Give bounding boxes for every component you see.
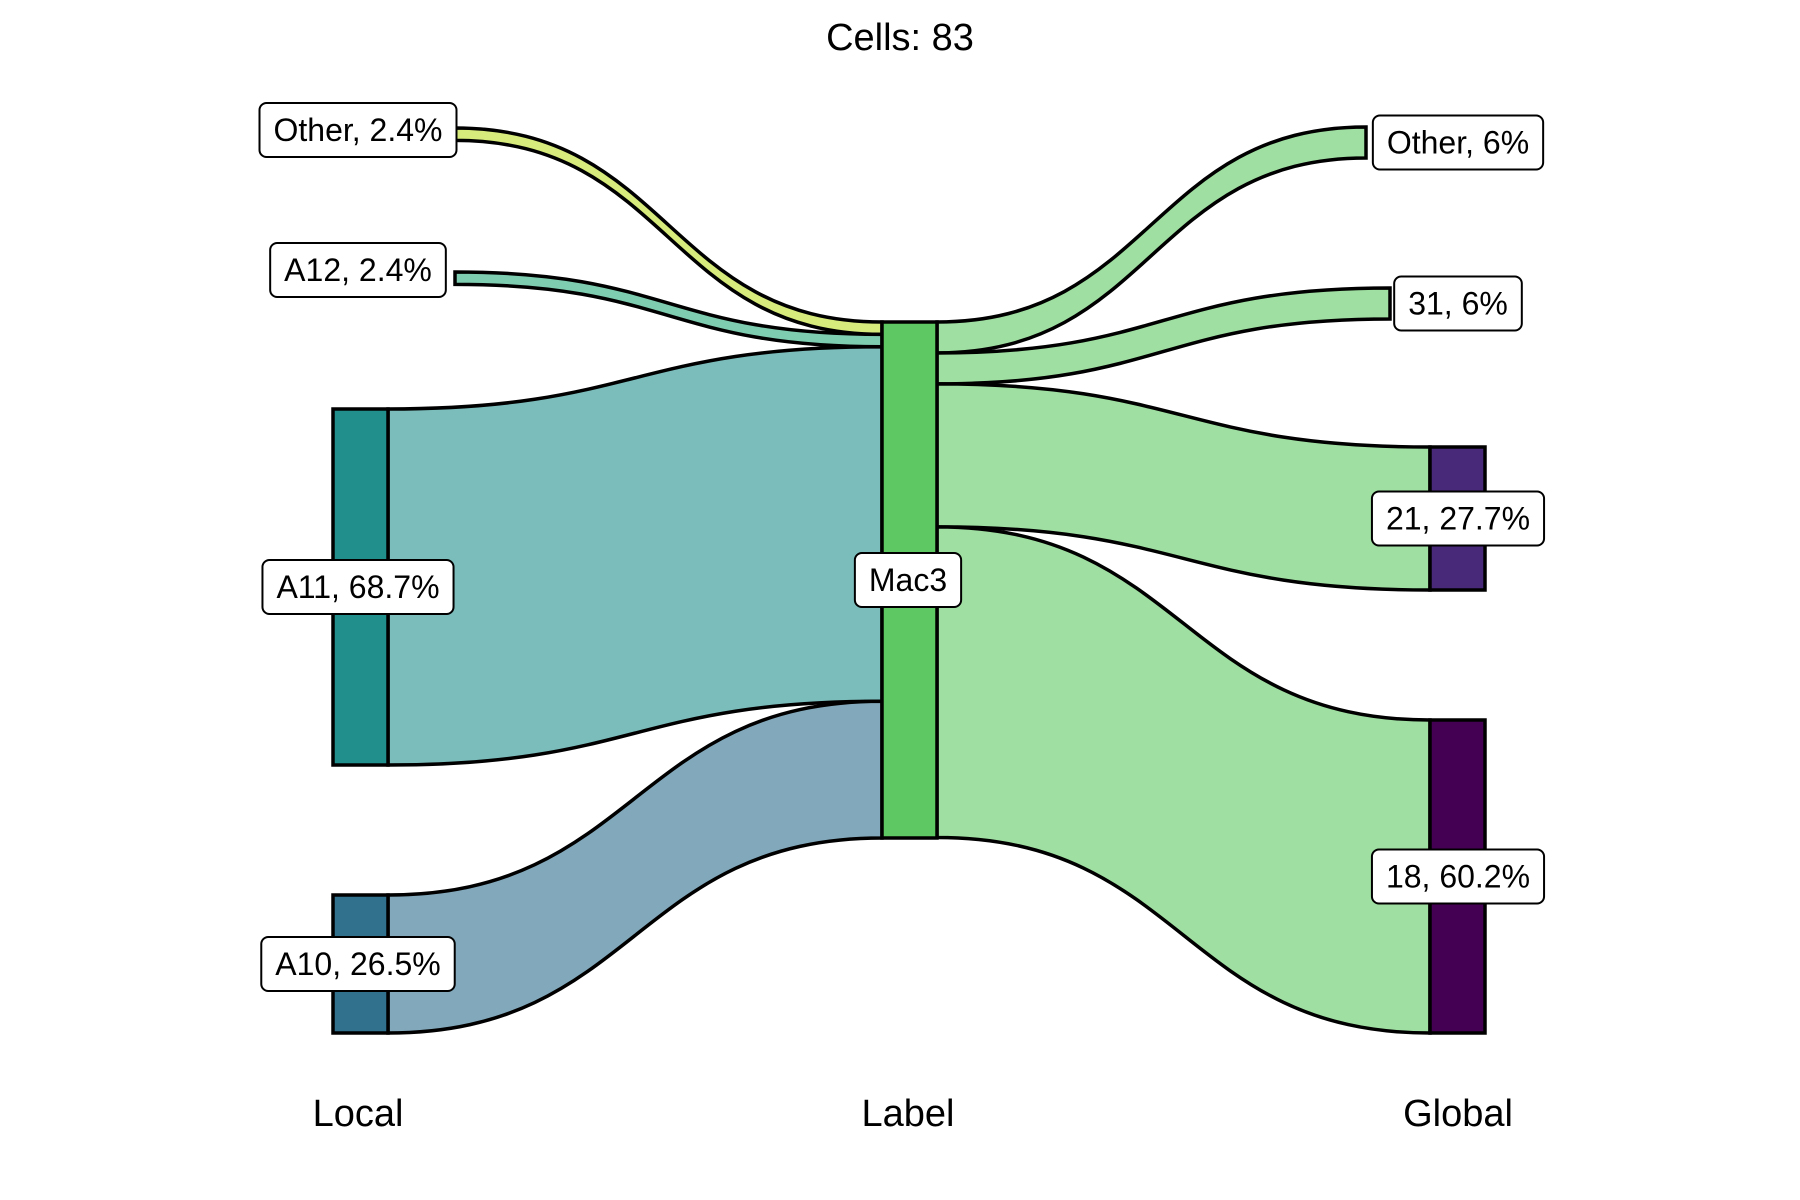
flow-left-a12 bbox=[453, 270, 884, 349]
label-left-a12-box bbox=[269, 242, 447, 298]
label-left-a10: A10, 26.5% bbox=[260, 936, 456, 992]
label-left-a11-text: A11, 68.7% bbox=[276, 569, 439, 605]
axis-label-global: Global bbox=[1403, 1093, 1513, 1135]
chart-title: Cells: 83 bbox=[826, 17, 974, 59]
label-right-18: 18, 60.2% bbox=[1370, 848, 1546, 905]
label-left-other-text: Other, 2.4% bbox=[274, 112, 443, 148]
axis-label-label: Label bbox=[862, 1093, 955, 1135]
label-left-a11: A11, 68.7% bbox=[261, 559, 455, 615]
axis-label-local: Local bbox=[313, 1093, 404, 1135]
label-right-31: 31, 6% bbox=[1393, 275, 1523, 332]
label-right-other: Other, 6% bbox=[1371, 114, 1545, 171]
label-right-18-box bbox=[1370, 848, 1546, 905]
label-left-a12-text: A12, 2.4% bbox=[284, 252, 432, 288]
label-right-21-text: 21, 27.7% bbox=[1386, 501, 1530, 537]
flow-right-18 bbox=[935, 525, 1432, 1035]
flow-right-other bbox=[935, 125, 1368, 355]
label-center-mac3-text: Mac3 bbox=[869, 562, 947, 598]
label-left-a11-box bbox=[261, 559, 455, 615]
label-right-21: 21, 27.7% bbox=[1370, 490, 1546, 547]
flows-layer bbox=[386, 125, 1432, 1035]
label-center-mac3: Mac3 bbox=[853, 552, 963, 608]
label-right-other-box bbox=[1371, 114, 1545, 171]
label-left-other-box bbox=[258, 102, 458, 158]
label-right-21-box bbox=[1370, 490, 1546, 547]
label-right-other-text: Other, 6% bbox=[1387, 124, 1529, 160]
flow-left-a11 bbox=[386, 345, 884, 767]
label-right-31-box bbox=[1393, 275, 1523, 332]
label-left-a10-text: A10, 26.5% bbox=[275, 946, 440, 982]
flow-right-31 bbox=[935, 286, 1392, 386]
label-right-31-text: 31, 6% bbox=[1408, 285, 1508, 321]
label-left-a10-box bbox=[260, 936, 456, 992]
label-left-other: Other, 2.4% bbox=[258, 102, 458, 158]
label-left-a12: A12, 2.4% bbox=[269, 242, 447, 298]
label-center-mac3-box bbox=[853, 552, 963, 608]
label-right-18-text: 18, 60.2% bbox=[1386, 859, 1530, 895]
labels-layer: Other, 2.4% A12, 2.4% A11, 68.7% A10, 26.5%… bbox=[258, 102, 1546, 992]
